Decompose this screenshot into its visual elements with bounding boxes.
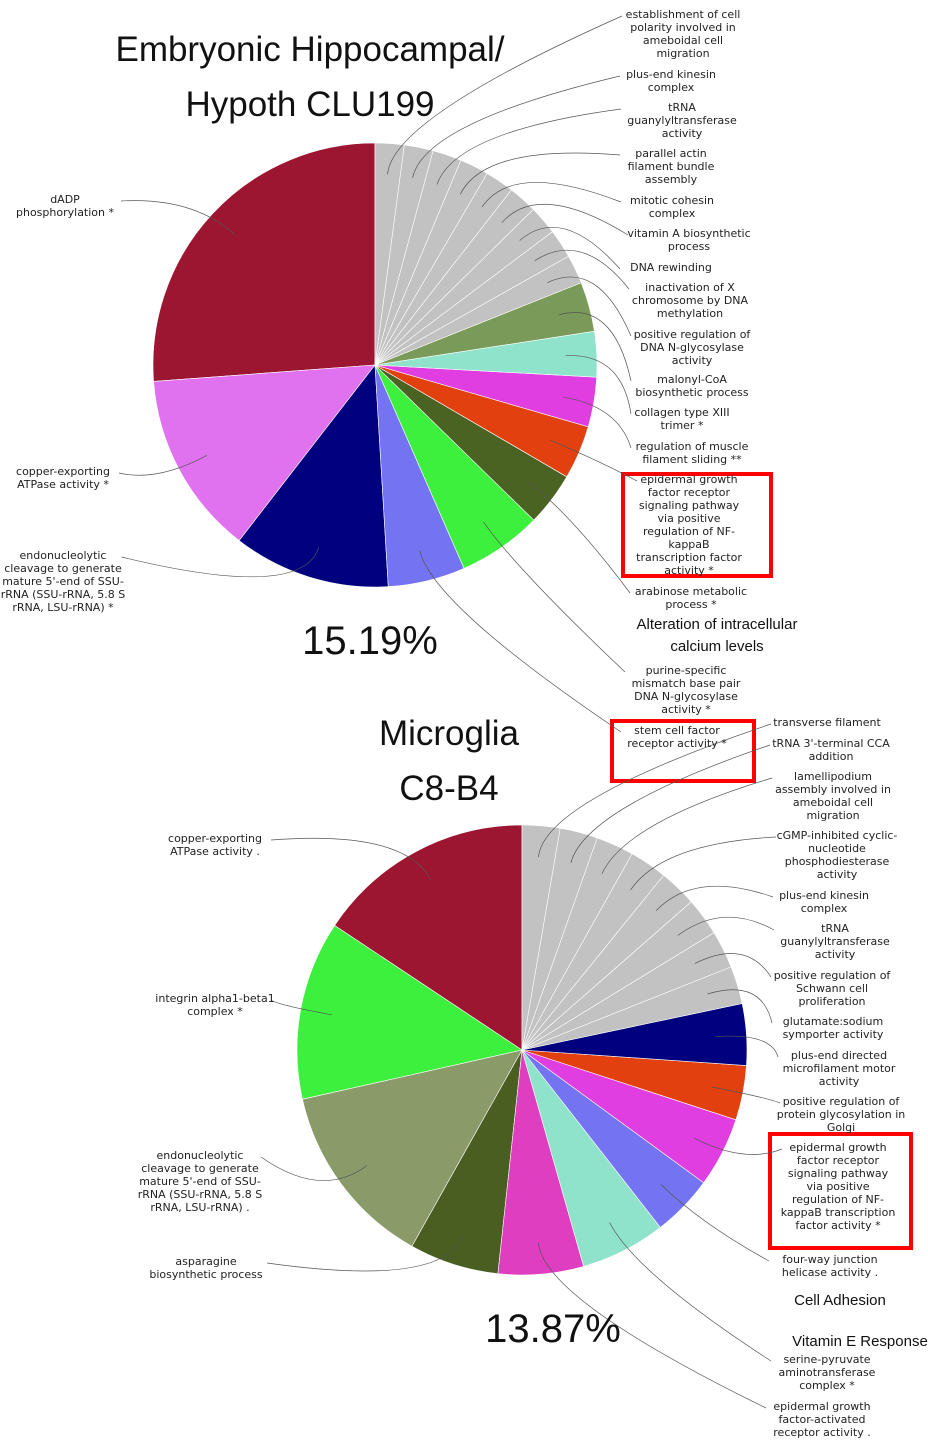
pie-slice	[374, 142, 405, 366]
slice-label: collagen type XIII trimer *	[634, 406, 730, 432]
leader-line	[547, 276, 632, 337]
slice-label: inactivation of X chromosome by DNA meth…	[631, 281, 749, 320]
slice-label: arabinose metabolic process *	[634, 585, 748, 611]
pie-slice	[238, 364, 389, 588]
leader-line	[387, 15, 623, 175]
leader-line	[550, 439, 638, 482]
slice-label: lamellipodium assembly involved in amebo…	[775, 770, 891, 822]
leader-line	[570, 744, 771, 863]
slice-label: stem cell factor receptor activity *	[627, 724, 727, 750]
slice-label: copper-exporting ATPase activity .	[168, 832, 262, 858]
slice-label: purine-specific mismatch base pair DNA N…	[631, 664, 741, 716]
slice-label: positive regulation of protein glycosyla…	[776, 1095, 906, 1134]
highlight-box	[768, 1132, 913, 1250]
leader-line	[120, 200, 236, 236]
leader-line	[481, 182, 622, 208]
slice-label: epidermal growth factor receptor signali…	[780, 1141, 896, 1232]
leader-line	[436, 108, 622, 185]
slice-label: regulation of muscle filament sliding **	[635, 440, 749, 466]
slice-label: tRNA guanylyltransferase activity	[627, 101, 737, 140]
annotation: 13.87%	[485, 1307, 621, 1351]
slice-label: cGMP-inhibited cyclic-nucleotide phospho…	[776, 829, 898, 881]
slice-label: four-way junction helicase activity .	[781, 1253, 879, 1279]
leader-line	[266, 1234, 464, 1272]
leader-line	[609, 1222, 772, 1362]
leader-line	[483, 521, 626, 673]
chart-title: Embryonic Hippocampal/ Hypoth CLU199	[115, 30, 505, 124]
pie-slice	[296, 925, 523, 1100]
leader-line	[694, 1137, 783, 1155]
slice-label: integrin alpha1-beta1 complex *	[155, 992, 275, 1018]
slice-label: copper-exporting ATPase activity *	[16, 465, 110, 491]
leader-line	[118, 455, 207, 476]
leader-line	[121, 547, 320, 578]
slice-label: vitamin A biosynthetic process	[627, 227, 751, 253]
pie-slice	[302, 1049, 523, 1247]
leader-line	[412, 75, 621, 178]
leader-line	[501, 203, 629, 236]
pie-slice	[153, 364, 376, 541]
leader-line	[660, 1184, 770, 1262]
chart-title: Microglia C8-B4	[378, 714, 520, 808]
slice-label: asparagine biosynthetic process	[149, 1255, 263, 1281]
slice-label: tRNA guanylyltransferase activity	[780, 922, 890, 961]
annotation: Cell Adhesion	[794, 1292, 886, 1309]
leader-line	[538, 723, 772, 858]
pie-slice	[334, 824, 523, 1051]
slice-label: plus-end kinesin complex	[779, 889, 869, 915]
slice-label: positive regulation of DNA N-glycosylase…	[633, 328, 751, 367]
slice-label: plus-end directed microfilament motor ac…	[782, 1049, 896, 1088]
highlight-box	[610, 719, 756, 783]
annotation: Vitamin E Response	[792, 1333, 928, 1350]
slice-label: malonyl-CoA biosynthetic process	[635, 373, 749, 399]
leader-line	[459, 152, 621, 195]
leader-line	[519, 227, 621, 270]
leader-line	[655, 885, 774, 911]
slice-label: plus-end kinesin complex	[626, 68, 716, 94]
slice-label: endonucleolytic cleavage to generate mat…	[137, 1149, 263, 1214]
leader-line	[694, 953, 772, 978]
slice-label: mitotic cohesin complex	[629, 194, 714, 220]
leader-line	[419, 550, 622, 733]
slice-label: dADP phosphorylation *	[16, 193, 114, 219]
leader-line	[270, 999, 332, 1016]
leader-line	[270, 837, 431, 880]
leader-line	[630, 836, 777, 891]
leader-line	[707, 989, 773, 1024]
leader-line	[677, 916, 775, 936]
highlight-box	[621, 472, 773, 578]
slice-label: endonucleolytic cleavage to generate mat…	[0, 549, 126, 614]
leader-line	[715, 1035, 779, 1058]
leader-line	[711, 1086, 781, 1104]
slice-label: glutamate:sodium symporter activity	[782, 1015, 884, 1041]
leader-line	[526, 480, 631, 594]
slice-label: positive regulation of Schwann cell prol…	[773, 969, 891, 1008]
leader-line	[534, 249, 630, 290]
annotation: 15.19%	[302, 619, 438, 663]
leader-line	[565, 355, 632, 415]
leader-line	[559, 312, 632, 382]
pie-slice	[152, 142, 376, 382]
leader-line	[260, 1156, 368, 1181]
slice-label: DNA rewinding	[630, 261, 712, 274]
leader-line	[563, 396, 632, 449]
slice-label: epidermal growth factor receptor signali…	[636, 473, 742, 577]
slice-label: tRNA 3'-terminal CCA addition	[772, 737, 890, 763]
slice-label: serine-pyruvate aminotransferase complex…	[778, 1353, 876, 1392]
slice-label: transverse filament	[773, 716, 881, 729]
slice-label: parallel actin filament bundle assembly	[627, 147, 715, 186]
leader-line	[601, 777, 773, 874]
slice-label: epidermal growth factor-activated recept…	[773, 1400, 871, 1439]
slice-label: establishment of cell polarity involved …	[625, 8, 741, 60]
pie-slice	[521, 824, 561, 1051]
annotation: Alteration of intracellular calcium leve…	[636, 616, 798, 655]
leader-line	[538, 1242, 767, 1409]
